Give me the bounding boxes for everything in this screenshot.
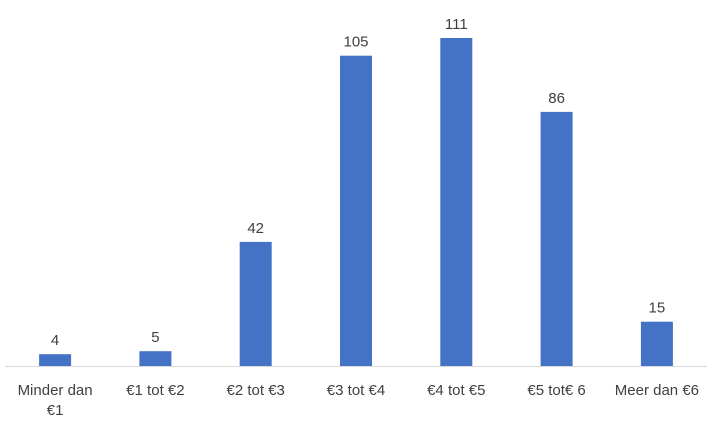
x-tick-label-line: €2 tot €3	[227, 382, 285, 399]
bar-6	[640, 321, 673, 366]
value-label-4: 111	[445, 16, 468, 33]
x-tick-label-4: €4 tot €5	[427, 382, 485, 399]
value-label-6: 15	[649, 300, 666, 317]
x-tick-labels-group: Minder dan €1 €1 tot €2 €2 tot €3 €3 tot €4 €…	[18, 382, 699, 419]
x-tick-label-line: Minder dan	[18, 382, 93, 399]
x-tick-label-line: €3 tot €4	[327, 382, 385, 399]
x-tick-label-5: €5 tot€ 6	[527, 382, 585, 399]
x-tick-label-6: Meer dan €6	[615, 382, 699, 399]
bar-5	[540, 111, 573, 367]
bar-0	[39, 354, 72, 366]
value-label-0: 4	[51, 332, 59, 349]
bars-group	[39, 38, 673, 367]
x-tick-label-1: €1 tot €2	[126, 382, 184, 399]
x-tick-label-line: €1	[47, 402, 64, 419]
value-label-1: 5	[151, 329, 159, 346]
x-tick-label-line: €5 tot€ 6	[527, 382, 585, 399]
value-labels-group: 4 5 42 105 111 86 15	[51, 16, 665, 349]
x-tick-label-2: €2 tot €3	[227, 382, 285, 399]
bar-4	[440, 38, 473, 366]
value-label-3: 105	[343, 34, 368, 51]
value-label-2: 42	[247, 220, 264, 237]
x-tick-label-0: Minder dan €1	[18, 382, 93, 419]
bar-1	[139, 351, 172, 366]
bar-3	[340, 55, 372, 366]
x-tick-label-line: Meer dan €6	[615, 382, 699, 399]
x-tick-label-line: €4 tot €5	[427, 382, 485, 399]
x-tick-label-3: €3 tot €4	[327, 382, 385, 399]
bar-2	[239, 241, 272, 366]
x-tick-label-line: €1 tot €2	[126, 382, 184, 399]
value-label-5: 86	[548, 90, 565, 107]
